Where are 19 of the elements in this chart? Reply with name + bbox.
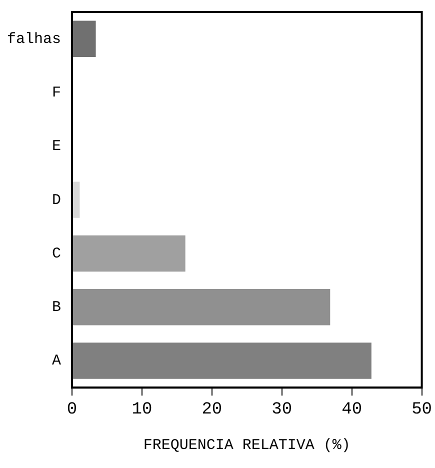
- x-tick-label: 0: [66, 400, 78, 420]
- bar: [72, 235, 186, 272]
- y-tick-label: F: [52, 84, 62, 102]
- x-tick-label: 50: [412, 400, 432, 420]
- bar: [72, 20, 96, 57]
- y-tick-label: E: [52, 138, 62, 156]
- y-tick-label: C: [52, 245, 62, 262]
- y-tick-label: falhas: [6, 30, 62, 48]
- x-tick-label: 40: [342, 400, 362, 420]
- y-tick-label: B: [52, 299, 62, 316]
- x-tick-label: 10: [132, 400, 152, 420]
- x-tick-label: 30: [272, 400, 292, 420]
- bar: [72, 182, 80, 218]
- bar: [72, 289, 330, 326]
- y-tick-label: A: [52, 352, 62, 370]
- x-tick-label: 20: [202, 400, 222, 420]
- bar: [72, 342, 372, 379]
- x-axis-title: FREQUENCIA RELATIVA (%): [143, 436, 350, 454]
- y-tick-label: D: [52, 192, 62, 209]
